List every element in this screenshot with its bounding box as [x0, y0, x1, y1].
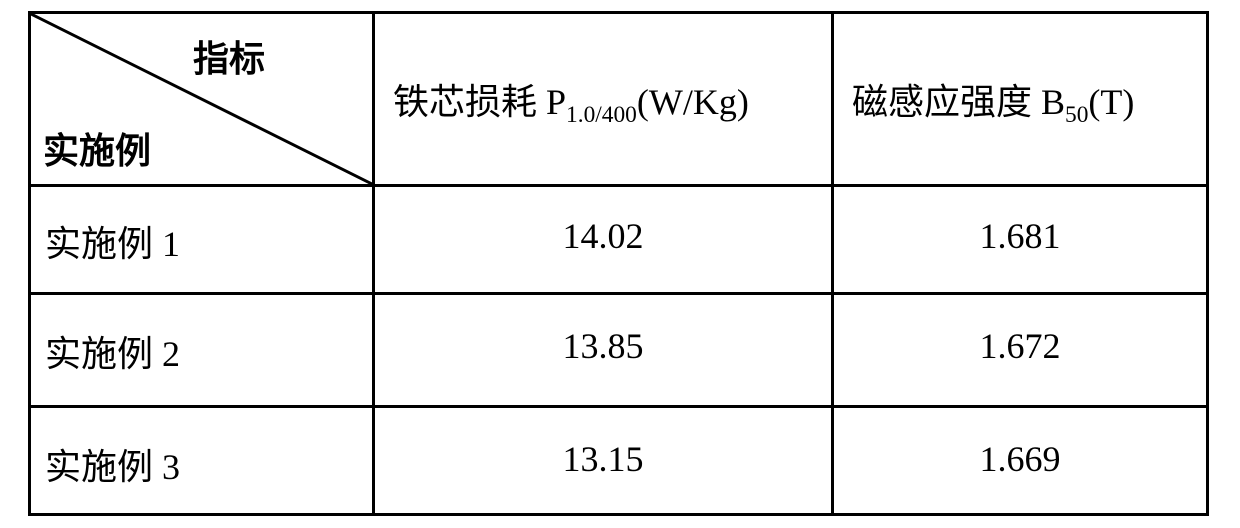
table-header-row: 指标 实施例 铁芯损耗 P1.0/400(W/Kg) 磁感应强度 B50(T): [30, 13, 1208, 186]
column-header-text: 铁芯损耗 P: [393, 82, 566, 122]
column-header-text: 磁感应强度 B: [852, 82, 1065, 122]
column-header-subscript: 1.0/400: [566, 102, 637, 128]
row-label: 实施例 2: [30, 294, 374, 407]
diagonal-header-cell: 指标 实施例: [30, 13, 374, 186]
cell-core-loss: 13.85: [374, 294, 833, 407]
table-row: 实施例 1 14.02 1.681: [30, 186, 1208, 294]
cell-magnetic-induction: 1.669: [833, 407, 1208, 515]
data-table: 指标 实施例 铁芯损耗 P1.0/400(W/Kg) 磁感应强度 B50(T) …: [28, 11, 1209, 516]
diagonal-header-top-label: 指标: [193, 30, 265, 82]
row-label: 实施例 3: [30, 407, 374, 515]
column-header-magnetic-induction: 磁感应强度 B50(T): [833, 13, 1208, 186]
cell-magnetic-induction: 1.672: [833, 294, 1208, 407]
row-label: 实施例 1: [30, 186, 374, 294]
cell-magnetic-induction: 1.681: [833, 186, 1208, 294]
table-row: 实施例 3 13.15 1.669: [30, 407, 1208, 515]
column-header-core-loss: 铁芯损耗 P1.0/400(W/Kg): [374, 13, 833, 186]
column-header-unit: (W/Kg): [637, 82, 749, 122]
column-header-subscript: 50: [1065, 102, 1088, 128]
diagonal-header-bottom-label: 实施例: [43, 122, 151, 174]
column-header-unit: (T): [1088, 82, 1134, 122]
cell-core-loss: 14.02: [374, 186, 833, 294]
cell-core-loss: 13.15: [374, 407, 833, 515]
table-row: 实施例 2 13.85 1.672: [30, 294, 1208, 407]
